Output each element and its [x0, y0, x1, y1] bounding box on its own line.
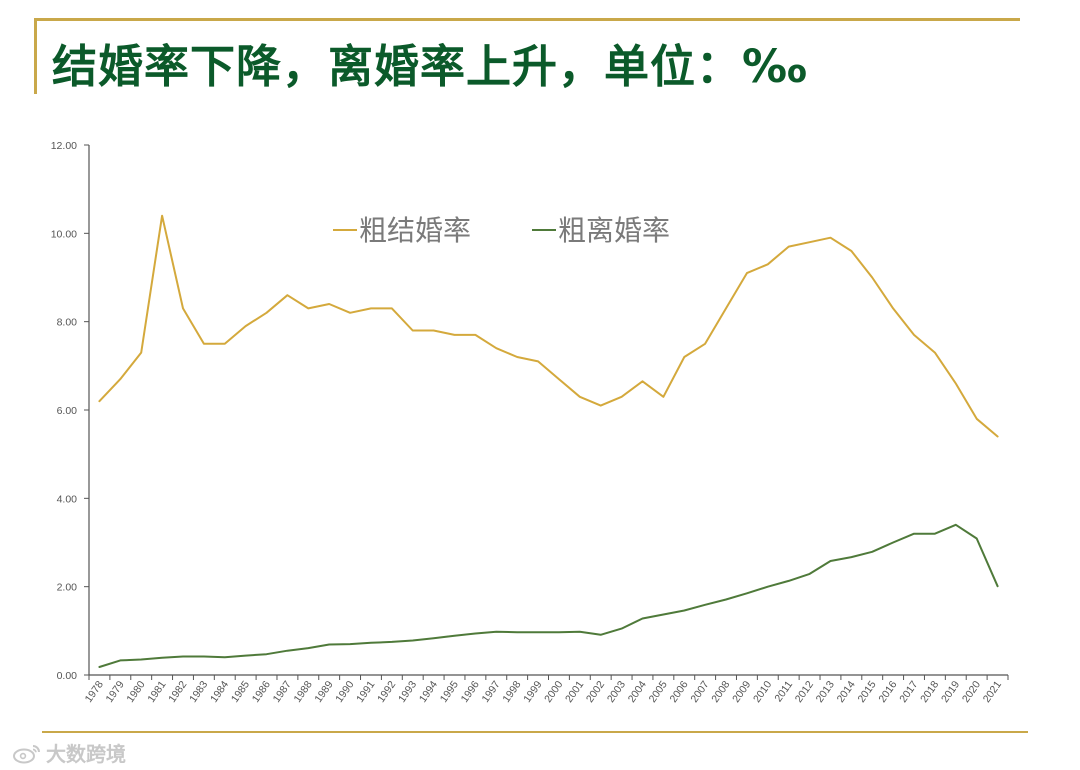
chart-legend: 粗结婚率 粗离婚率 — [333, 214, 670, 247]
bottom-rule — [42, 731, 1028, 733]
legend-label: 粗结婚率 — [359, 214, 471, 247]
x-tick-label: 1978 — [83, 679, 106, 705]
x-tick-label: 2013 — [814, 679, 837, 705]
x-tick-label: 1995 — [438, 679, 461, 705]
x-tick-label: 2005 — [647, 679, 670, 705]
y-tick-label: 6.00 — [57, 405, 78, 417]
x-tick-label: 1980 — [124, 679, 147, 705]
x-tick-label: 1986 — [250, 679, 273, 705]
x-tick-label: 1998 — [500, 679, 523, 705]
x-tick-label: 1996 — [459, 679, 482, 705]
x-tick-label: 1984 — [208, 679, 231, 705]
x-tick-label: 1997 — [480, 679, 503, 705]
series-line-divorce — [98, 523, 999, 668]
x-tick-label: 2010 — [751, 679, 774, 705]
y-tick-label: 8.00 — [57, 317, 78, 329]
x-tick-label: 2008 — [709, 679, 732, 705]
x-tick-label: 1983 — [187, 679, 210, 705]
y-tick-label: 2.00 — [57, 582, 78, 594]
x-tick-label: 2020 — [960, 679, 983, 705]
x-tick-label: 1981 — [145, 679, 168, 705]
x-tick-label: 2014 — [835, 679, 858, 705]
x-tick-label: 1993 — [396, 679, 419, 705]
x-tick-label: 2004 — [626, 679, 649, 705]
page-title: 结婚率下降，离婚率上升，单位：‰ — [52, 40, 808, 93]
x-tick-label: 1989 — [312, 679, 335, 705]
series-lines — [98, 214, 999, 668]
x-tick-label: 2001 — [563, 679, 586, 705]
x-tick-label: 1985 — [229, 679, 252, 705]
x-tick-label: 1987 — [271, 679, 294, 705]
x-tick-label: 1992 — [375, 679, 398, 705]
x-tick-label: 2009 — [730, 679, 753, 705]
x-tick-label: 2003 — [605, 679, 628, 705]
weibo-logo-icon — [13, 744, 40, 763]
x-tick-label: 1999 — [521, 679, 544, 705]
x-tick-label: 1982 — [166, 679, 189, 705]
watermark: 大数跨境 — [12, 738, 126, 767]
y-tick-label: 4.00 — [57, 493, 78, 505]
legend-label: 粗离婚率 — [558, 214, 670, 247]
y-tick-labels: 0.00 2.00 4.00 6.00 8.00 10.00 12.00 — [51, 140, 89, 682]
x-tick-label: 1990 — [333, 679, 356, 705]
series-line-marriage — [98, 214, 999, 438]
y-tick-label: 0.00 — [57, 670, 78, 682]
x-tick-label: 1979 — [104, 679, 127, 705]
x-tick-label: 2007 — [688, 679, 711, 705]
x-tick-label: 2017 — [897, 679, 920, 705]
x-tick-label: 2000 — [542, 679, 565, 705]
x-tick-label: 2021 — [981, 679, 1004, 705]
x-tick-label: 2006 — [667, 679, 690, 705]
x-tick-label: 2002 — [584, 679, 607, 705]
y-tick-label: 12.00 — [51, 140, 77, 152]
x-tick-label: 2019 — [939, 679, 962, 705]
x-tick-label: 2011 — [772, 679, 795, 705]
x-tick-labels: 1978197919801981198219831984198519861987… — [83, 675, 1009, 705]
x-tick-label: 2015 — [855, 679, 878, 705]
x-tick-label: 1988 — [292, 679, 315, 705]
x-tick-label: 2012 — [793, 679, 816, 705]
x-tick-label: 2016 — [876, 679, 899, 705]
x-tick-label: 1994 — [417, 679, 440, 705]
x-tick-label: 1991 — [354, 679, 377, 705]
x-tick-label: 2018 — [918, 679, 941, 705]
watermark-text: 大数跨境 — [46, 742, 126, 766]
title-accent-bar — [34, 18, 37, 94]
y-tick-label: 10.00 — [51, 228, 77, 240]
chart-axes — [88, 145, 1008, 676]
top-rule — [34, 18, 1020, 21]
